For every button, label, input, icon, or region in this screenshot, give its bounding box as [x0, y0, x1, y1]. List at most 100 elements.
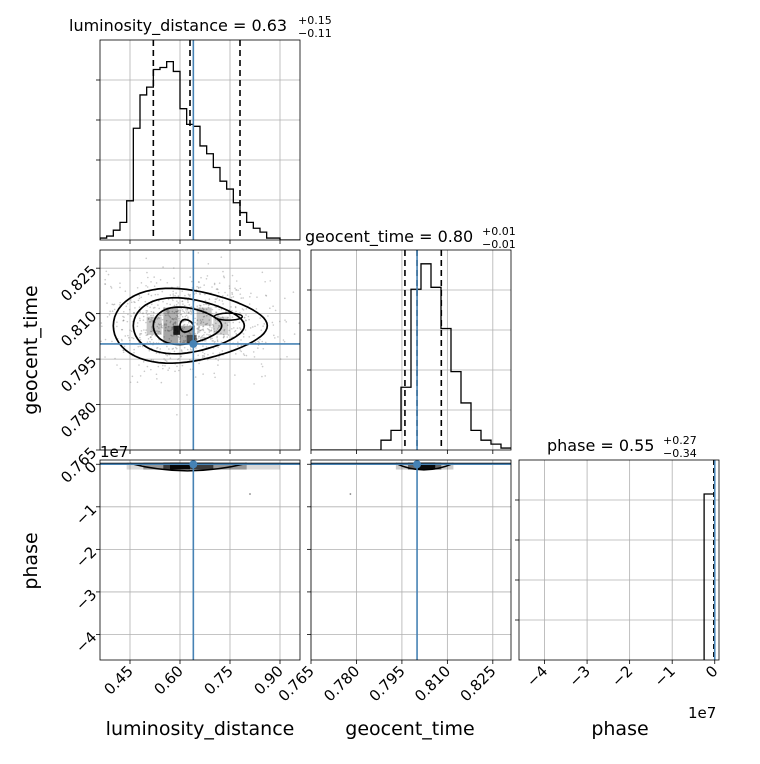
scatter-point	[223, 335, 226, 337]
scatter-point	[164, 365, 166, 367]
scatter-point	[256, 323, 259, 326]
scatter-point	[194, 332, 196, 335]
scatter-point	[177, 312, 180, 315]
panel-luminosity-distance-hist	[96, 39, 301, 244]
scatter-point	[172, 299, 174, 302]
scatter-point	[197, 326, 200, 329]
scatter-point	[200, 321, 203, 323]
x-axis-label-phase: phase	[591, 718, 648, 740]
scatter-point	[169, 303, 171, 306]
scatter-point	[235, 310, 237, 313]
scatter-point	[209, 330, 212, 332]
scatter-point	[168, 330, 170, 332]
scatter-point	[128, 308, 131, 311]
scatter-point	[203, 308, 205, 311]
scatter-point	[272, 324, 275, 326]
scatter-point	[202, 312, 205, 315]
scatter-point	[195, 292, 197, 294]
scatter-point	[238, 321, 241, 324]
scatter-point	[149, 320, 152, 323]
scatter-point	[165, 310, 168, 312]
scatter-point	[111, 303, 114, 306]
scatter-point	[172, 322, 175, 325]
scatter-point	[197, 287, 200, 290]
scatter-point	[181, 364, 184, 367]
scatter-point	[278, 320, 281, 323]
scatter-point	[133, 312, 135, 315]
scatter-point	[203, 315, 206, 318]
scatter-point	[156, 325, 159, 328]
scatter-point	[215, 298, 218, 300]
scatter-point	[136, 325, 139, 328]
scatter-point	[148, 321, 151, 323]
scatter-point	[250, 292, 252, 295]
scatter-point	[209, 326, 211, 328]
scatter-point	[177, 310, 179, 312]
scatter-point	[225, 311, 228, 313]
title-plus: +0.15	[298, 14, 332, 27]
scatter-point	[216, 328, 219, 330]
scatter-point	[231, 293, 234, 295]
offset-text-x-phase: 1e7	[688, 704, 716, 722]
scatter-point	[104, 278, 106, 281]
scatter-point	[120, 328, 123, 331]
scatter-point	[239, 293, 242, 295]
scatter-point	[116, 325, 118, 328]
title-luminosity-distance: luminosity_distance = 0.63 +0.15 −0.11	[69, 14, 332, 40]
scatter-point	[222, 336, 225, 339]
scatter-point	[198, 335, 200, 338]
offset-text-y-phase: 1e7	[100, 443, 128, 461]
density-cell	[163, 307, 179, 326]
scatter-point	[190, 280, 193, 283]
scatter-point	[186, 348, 189, 351]
scatter-point	[244, 329, 247, 331]
scatter-point	[182, 328, 184, 331]
scatter-point	[218, 315, 220, 318]
scatter-point	[273, 334, 275, 337]
scatter-point	[264, 341, 267, 344]
scatter-point	[133, 312, 136, 314]
scatter-point	[165, 360, 168, 362]
scatter-point	[196, 305, 199, 308]
panel-frame	[518, 459, 720, 661]
scatter-point	[131, 375, 134, 378]
title-phase: phase = 0.55 +0.27 −0.34	[547, 434, 697, 460]
scatter-point	[176, 310, 178, 313]
scatter-point	[136, 287, 139, 289]
scatter-point	[208, 319, 211, 321]
scatter-point	[143, 370, 146, 373]
scatter-point	[189, 310, 192, 312]
scatter-point	[204, 303, 207, 305]
scatter-point	[228, 287, 231, 290]
scatter-point	[199, 329, 202, 332]
scatter-point	[161, 314, 163, 316]
scatter-point	[177, 302, 179, 304]
scatter-point	[285, 321, 288, 323]
scatter-point	[167, 369, 169, 371]
scatter-point	[136, 381, 139, 384]
scatter-point	[185, 314, 188, 317]
scatter-point	[184, 339, 187, 342]
scatter-point	[156, 346, 159, 349]
scatter-point	[155, 282, 158, 284]
scatter-point	[201, 307, 204, 309]
scatter-point	[216, 339, 219, 341]
title-plus: +0.01	[482, 225, 516, 238]
scatter-point	[249, 295, 251, 298]
scatter-point	[116, 364, 118, 366]
scatter-point	[218, 356, 220, 358]
scatter-point	[158, 327, 160, 329]
scatter-point	[168, 348, 170, 350]
scatter-point	[242, 336, 245, 338]
scatter-point	[240, 350, 242, 353]
scatter-point	[293, 333, 296, 335]
scatter-point	[226, 294, 229, 296]
truth-marker	[189, 339, 198, 348]
scatter-point	[150, 336, 152, 338]
scatter-point	[177, 335, 180, 338]
scatter-point	[198, 335, 200, 338]
scatter-point	[173, 317, 175, 320]
scatter-point	[217, 288, 219, 291]
scatter-point	[211, 327, 213, 329]
